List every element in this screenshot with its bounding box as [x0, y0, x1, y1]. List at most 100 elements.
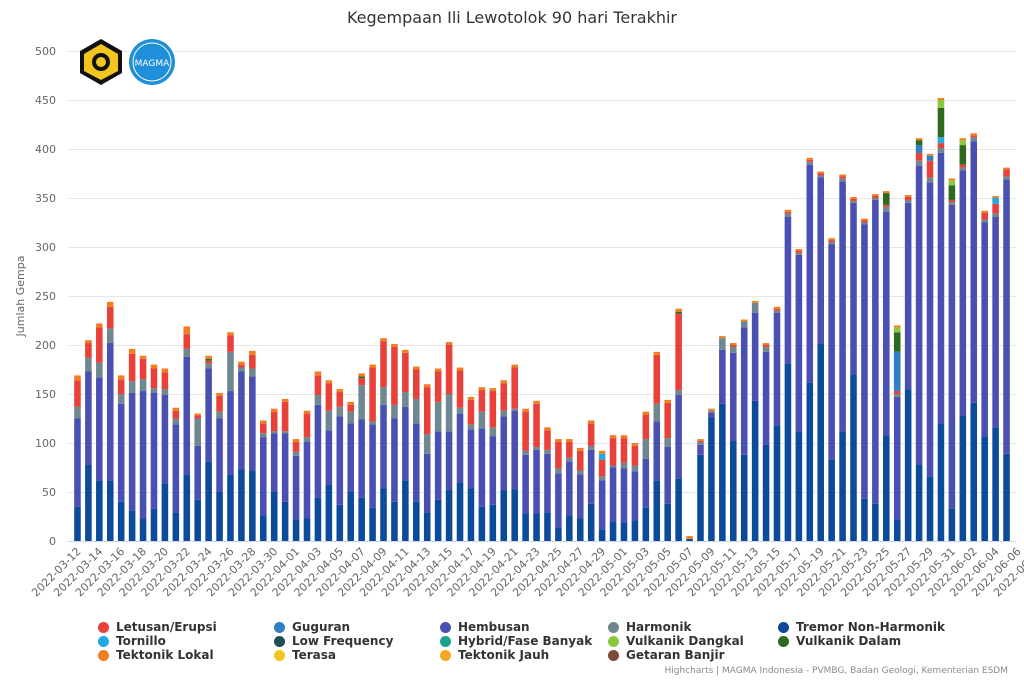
- bar-segment[interactable]: [915, 152, 923, 161]
- bar-segment[interactable]: [642, 411, 650, 415]
- bar-segment[interactable]: [522, 408, 529, 412]
- bar-segment[interactable]: [117, 501, 125, 541]
- bar-segment[interactable]: [926, 177, 934, 183]
- bar-segment[interactable]: [292, 451, 300, 456]
- bar-segment[interactable]: [937, 100, 945, 108]
- bar-segment[interactable]: [292, 455, 300, 520]
- bar-segment[interactable]: [270, 492, 278, 541]
- bar-segment[interactable]: [609, 521, 617, 541]
- bar-segment[interactable]: [128, 393, 136, 511]
- bar-segment[interactable]: [915, 165, 923, 465]
- bar-segment[interactable]: [653, 403, 661, 422]
- bar-segment[interactable]: [784, 209, 792, 212]
- bar-segment[interactable]: [620, 522, 628, 541]
- bar-segment[interactable]: [959, 167, 967, 171]
- bar-segment[interactable]: [883, 435, 890, 541]
- bar-segment[interactable]: [981, 222, 988, 437]
- bar-segment[interactable]: [544, 512, 551, 541]
- bar-segment[interactable]: [260, 423, 267, 434]
- bar-segment[interactable]: [391, 501, 398, 541]
- bar-segment[interactable]: [773, 312, 781, 426]
- bar-segment[interactable]: [576, 450, 584, 471]
- bar-segment[interactable]: [642, 458, 650, 508]
- bar-segment[interactable]: [445, 345, 453, 394]
- bar-segment[interactable]: [260, 433, 267, 438]
- bar-segment[interactable]: [106, 301, 114, 307]
- bar-segment[interactable]: [456, 370, 464, 408]
- bar-segment[interactable]: [522, 454, 529, 514]
- bar-segment[interactable]: [227, 474, 234, 541]
- bar-segment[interactable]: [784, 213, 792, 217]
- bar-segment[interactable]: [314, 497, 322, 541]
- bar-segment[interactable]: [620, 468, 628, 523]
- bar-segment[interactable]: [281, 401, 289, 432]
- bar-segment[interactable]: [992, 427, 999, 541]
- bar-segment[interactable]: [915, 138, 923, 141]
- bar-segment[interactable]: [872, 503, 879, 541]
- bar-segment[interactable]: [336, 389, 344, 393]
- bar-segment[interactable]: [609, 467, 617, 522]
- bar-segment[interactable]: [598, 476, 606, 481]
- bar-segment[interactable]: [281, 433, 289, 502]
- bar-segment[interactable]: [915, 140, 923, 146]
- bar-segment[interactable]: [369, 424, 376, 508]
- bar-segment[interactable]: [904, 195, 912, 198]
- bar-segment[interactable]: [467, 424, 475, 430]
- bar-segment[interactable]: [423, 384, 431, 388]
- bar-segment[interactable]: [806, 382, 814, 541]
- bar-segment[interactable]: [948, 204, 956, 509]
- bar-segment[interactable]: [434, 431, 442, 500]
- bar-segment[interactable]: [281, 398, 289, 402]
- bar-segment[interactable]: [358, 497, 365, 541]
- bar-segment[interactable]: [227, 332, 234, 336]
- bar-segment[interactable]: [883, 191, 890, 194]
- bar-segment[interactable]: [325, 383, 333, 411]
- bar-segment[interactable]: [183, 474, 191, 541]
- bar-segment[interactable]: [74, 380, 81, 407]
- bar-segment[interactable]: [478, 428, 486, 507]
- bar-segment[interactable]: [380, 338, 387, 342]
- bar-segment[interactable]: [434, 368, 442, 372]
- bar-segment[interactable]: [850, 202, 857, 375]
- bar-segment[interactable]: [708, 408, 715, 411]
- bar-segment[interactable]: [653, 354, 661, 404]
- bar-segment[interactable]: [292, 442, 300, 452]
- bar-segment[interactable]: [981, 212, 988, 220]
- bar-segment[interactable]: [216, 411, 223, 419]
- bar-segment[interactable]: [128, 510, 136, 541]
- bar-segment[interactable]: [467, 488, 475, 541]
- bar-segment[interactable]: [281, 501, 289, 541]
- bar-segment[interactable]: [205, 358, 212, 361]
- bar-segment[interactable]: [675, 311, 682, 314]
- bar-segment[interactable]: [992, 198, 999, 204]
- bar-segment[interactable]: [336, 406, 344, 417]
- bar-segment[interactable]: [478, 411, 486, 429]
- bar-segment[interactable]: [238, 371, 245, 470]
- bar-segment[interactable]: [227, 391, 234, 475]
- bar-segment[interactable]: [183, 356, 191, 475]
- bar-segment[interactable]: [303, 442, 311, 519]
- bar-segment[interactable]: [817, 344, 824, 541]
- bar-segment[interactable]: [456, 407, 464, 414]
- bar-segment[interactable]: [85, 357, 92, 372]
- bar-segment[interactable]: [730, 441, 737, 541]
- bar-segment[interactable]: [194, 418, 201, 446]
- bar-segment[interactable]: [249, 376, 256, 471]
- bar-segment[interactable]: [883, 211, 890, 436]
- bar-segment[interactable]: [686, 536, 693, 540]
- bar-segment[interactable]: [238, 367, 245, 372]
- legend-item[interactable]: Getaran Banjir: [608, 648, 725, 662]
- bar-segment[interactable]: [456, 482, 464, 541]
- bar-segment[interactable]: [926, 476, 934, 541]
- bar-segment[interactable]: [85, 464, 92, 541]
- bar-segment[interactable]: [795, 431, 803, 541]
- bar-segment[interactable]: [883, 206, 890, 212]
- bar-segment[interactable]: [566, 461, 573, 516]
- bar-segment[interactable]: [795, 254, 803, 432]
- bar-segment[interactable]: [544, 449, 551, 454]
- bar-segment[interactable]: [664, 402, 671, 439]
- bar-segment[interactable]: [806, 164, 814, 383]
- bar-segment[interactable]: [380, 341, 387, 388]
- bar-segment[interactable]: [959, 415, 967, 541]
- bar-segment[interactable]: [992, 196, 999, 198]
